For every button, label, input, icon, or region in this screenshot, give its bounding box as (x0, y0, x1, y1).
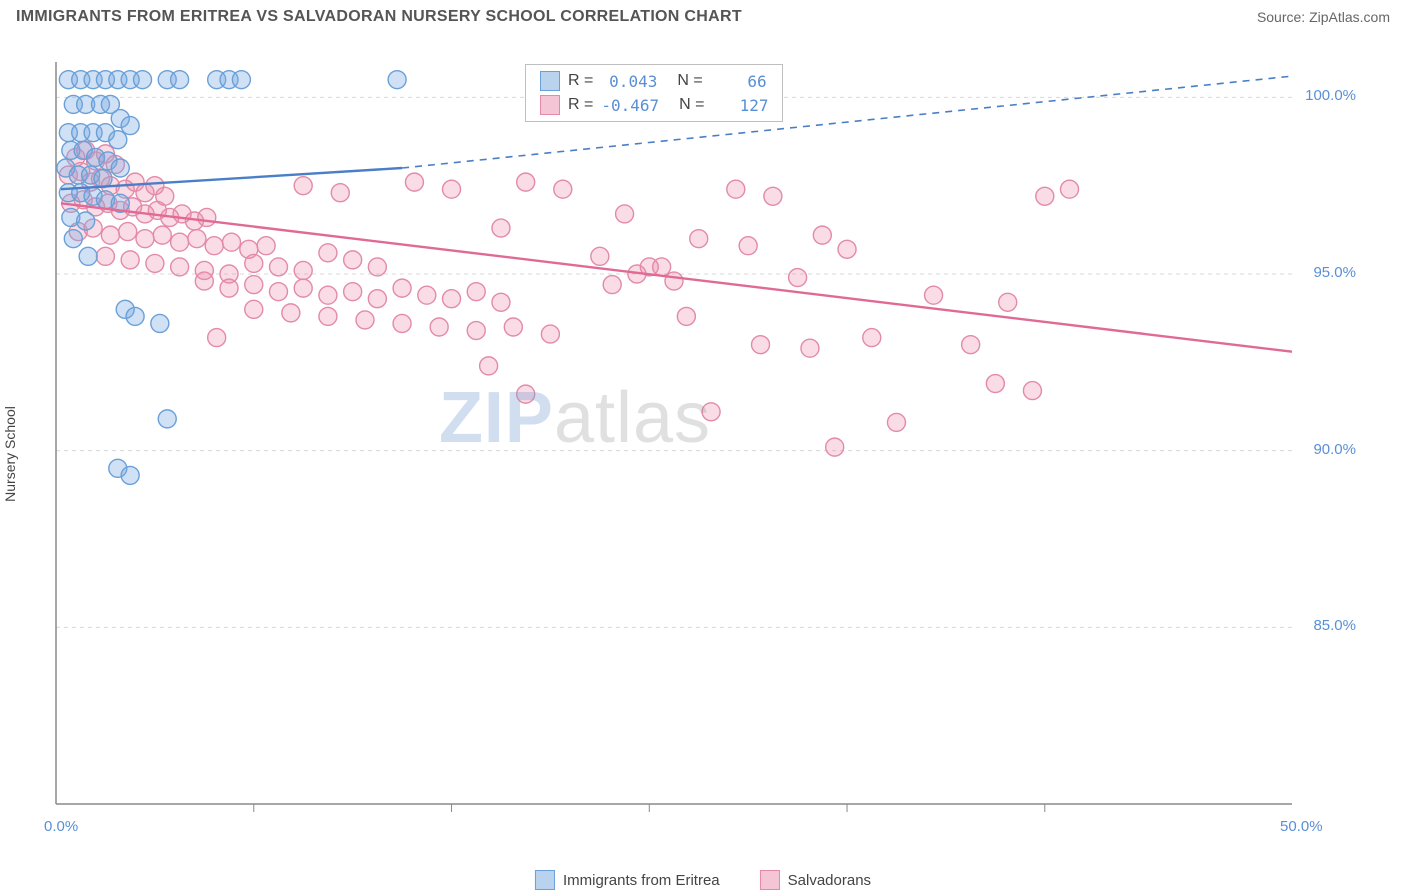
legend-label-blue: Immigrants from Eritrea (563, 872, 720, 889)
chart-area: R = 0.043 N = 66 R = -0.467 N = 127 ZIPa… (50, 44, 1300, 824)
scatter-chart-svg (50, 44, 1300, 824)
n-label: N = (679, 96, 704, 114)
bottom-legend: Immigrants from Eritrea Salvadorans (535, 870, 871, 890)
correlation-stats-box: R = 0.043 N = 66 R = -0.467 N = 127 (525, 64, 783, 122)
y-axis-label: Nursery School (2, 406, 18, 502)
r-label: R = (568, 72, 593, 90)
source-label: Source: ZipAtlas.com (1257, 9, 1390, 25)
n-label: N = (677, 72, 702, 90)
swatch-pink-icon (760, 870, 780, 890)
n-value-blue: 66 (711, 72, 767, 91)
y-tick-label: 95.0% (1313, 264, 1356, 281)
chart-title: IMMIGRANTS FROM ERITREA VS SALVADORAN NU… (16, 8, 742, 26)
legend-item-pink: Salvadorans (760, 870, 871, 890)
swatch-blue-icon (535, 870, 555, 890)
x-tick-label: 0.0% (44, 818, 78, 835)
x-tick-label: 50.0% (1280, 818, 1323, 835)
swatch-blue-icon (540, 71, 560, 91)
correlation-row-pink: R = -0.467 N = 127 (526, 93, 782, 117)
correlation-row-blue: R = 0.043 N = 66 (526, 69, 782, 93)
legend-label-pink: Salvadorans (788, 872, 871, 889)
y-tick-label: 85.0% (1313, 617, 1356, 634)
legend-item-blue: Immigrants from Eritrea (535, 870, 720, 890)
swatch-pink-icon (540, 95, 560, 115)
r-value-pink: -0.467 (601, 96, 659, 115)
y-tick-label: 90.0% (1313, 441, 1356, 458)
r-label: R = (568, 96, 593, 114)
y-tick-label: 100.0% (1305, 87, 1356, 104)
n-value-pink: 127 (712, 96, 768, 115)
r-value-blue: 0.043 (601, 72, 657, 91)
